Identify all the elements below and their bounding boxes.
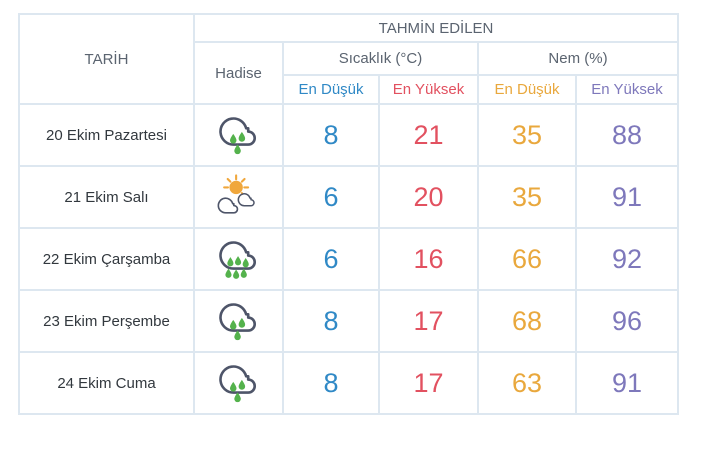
weather-icon-cell	[193, 289, 284, 353]
rainy-icon	[218, 365, 256, 403]
header-row-groups: Hadise Sıcaklık (°C) Nem (%)	[19, 41, 680, 105]
humidity-min-cell: 35	[477, 103, 577, 167]
rainy-icon	[218, 117, 256, 155]
humidity-max-cell: 92	[574, 227, 680, 291]
date-cell: 21 Ekim Salı	[18, 165, 195, 229]
date-cell: 24 Ekim Cuma	[18, 351, 195, 415]
temp-max-cell: 17	[378, 351, 479, 415]
heavy-rain-icon	[218, 241, 256, 279]
table-row: 20 Ekim Pazartesi 8 21 35 88	[18, 103, 680, 167]
humidity-group-header: Nem (%)	[476, 41, 680, 76]
date-cell: 22 Ekim Çarşamba	[18, 227, 195, 291]
partly-cloudy-icon	[217, 174, 255, 214]
date-cell: 20 Ekim Pazartesi	[18, 103, 195, 167]
temp-min-cell: 8	[282, 351, 380, 415]
table-row: 22 Ekim Çarşamba 6 16 66 92	[18, 227, 680, 291]
temp-min-cell: 6	[282, 227, 380, 291]
table-row: 23 Ekim Perşembe 8 17 68 96	[18, 289, 680, 353]
event-column-header: Hadise	[193, 41, 284, 105]
temp-min-cell: 8	[282, 103, 380, 167]
rainy-icon	[218, 303, 256, 341]
forecast-group-header: TAHMİN EDİLEN	[192, 13, 680, 43]
temp-max-cell: 21	[378, 103, 479, 167]
temp-min-cell: 8	[282, 289, 380, 353]
weather-icon-cell	[193, 227, 284, 291]
humidity-max-cell: 88	[574, 103, 680, 167]
weather-icon-cell	[193, 351, 284, 415]
sun-icon	[222, 174, 249, 197]
humidity-min-cell: 63	[477, 351, 577, 415]
humidity-min-header: En Düşük	[477, 74, 577, 105]
humidity-max-cell: 91	[574, 351, 680, 415]
humidity-max-header: En Yüksek	[574, 74, 680, 105]
table-row: 21 Ekim Salı	[18, 165, 680, 229]
temperature-group-header: Sıcaklık (°C)	[282, 41, 479, 76]
temp-max-cell: 16	[378, 227, 479, 291]
forecast-table: TARİH TAHMİN EDİLEN Hadise Sıcaklık (°C)…	[18, 13, 680, 415]
temp-max-header: En Yüksek	[378, 74, 479, 105]
header-row-top: TARİH TAHMİN EDİLEN	[18, 13, 680, 105]
humidity-min-cell: 68	[477, 289, 577, 353]
humidity-max-cell: 96	[574, 289, 680, 353]
date-column-header: TARİH	[18, 13, 195, 105]
date-cell: 23 Ekim Perşembe	[18, 289, 195, 353]
temp-max-cell: 20	[378, 165, 479, 229]
weather-icon-cell	[193, 165, 284, 229]
humidity-min-cell: 35	[477, 165, 577, 229]
humidity-max-cell: 91	[574, 165, 680, 229]
humidity-min-cell: 66	[477, 227, 577, 291]
temp-max-cell: 17	[378, 289, 479, 353]
temp-min-cell: 6	[282, 165, 380, 229]
table-row: 24 Ekim Cuma 8 17 63 91	[18, 351, 680, 415]
temp-min-header: En Düşük	[282, 74, 380, 105]
weather-icon-cell	[193, 103, 284, 167]
header-row-minmax: En Düşük En Yüksek En Düşük En Yüksek	[19, 74, 680, 105]
